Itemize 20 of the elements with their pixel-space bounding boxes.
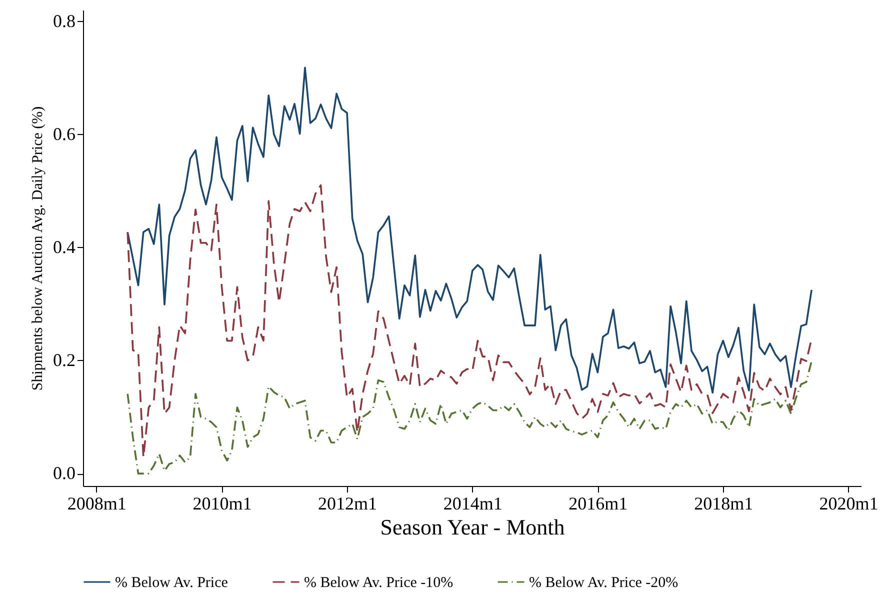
legend-label: % Below Av. Price -20% bbox=[529, 575, 678, 591]
legend-label: % Below Av. Price bbox=[115, 575, 228, 591]
line-series bbox=[126, 360, 812, 474]
x-tick-label: 2010m1 bbox=[192, 494, 252, 514]
y-tick-label: 0.0 bbox=[53, 463, 76, 484]
x-tick-label: 2008m1 bbox=[67, 494, 126, 514]
y-tick-label: 0.6 bbox=[53, 124, 76, 144]
y-tick-label: 0.8 bbox=[53, 10, 76, 31]
x-tick-label: 2016m1 bbox=[568, 494, 628, 514]
x-tick-label: 2012m1 bbox=[318, 494, 378, 514]
x-tick-label: 2020m1 bbox=[819, 494, 878, 514]
x-axis-title: Season Year - Month bbox=[380, 514, 565, 540]
y-axis-title: Shipments below Auction Avg. Daily Price (%) bbox=[30, 106, 46, 391]
legend-label: % Below Av. Price -10% bbox=[304, 575, 454, 591]
x-tick-label: 2014m1 bbox=[443, 494, 502, 514]
y-tick-label: 0.2 bbox=[53, 350, 76, 370]
line-series bbox=[126, 184, 812, 458]
line-series bbox=[126, 66, 812, 394]
x-tick-label: 2018m1 bbox=[694, 494, 754, 514]
y-tick-label: 0.4 bbox=[53, 236, 76, 257]
